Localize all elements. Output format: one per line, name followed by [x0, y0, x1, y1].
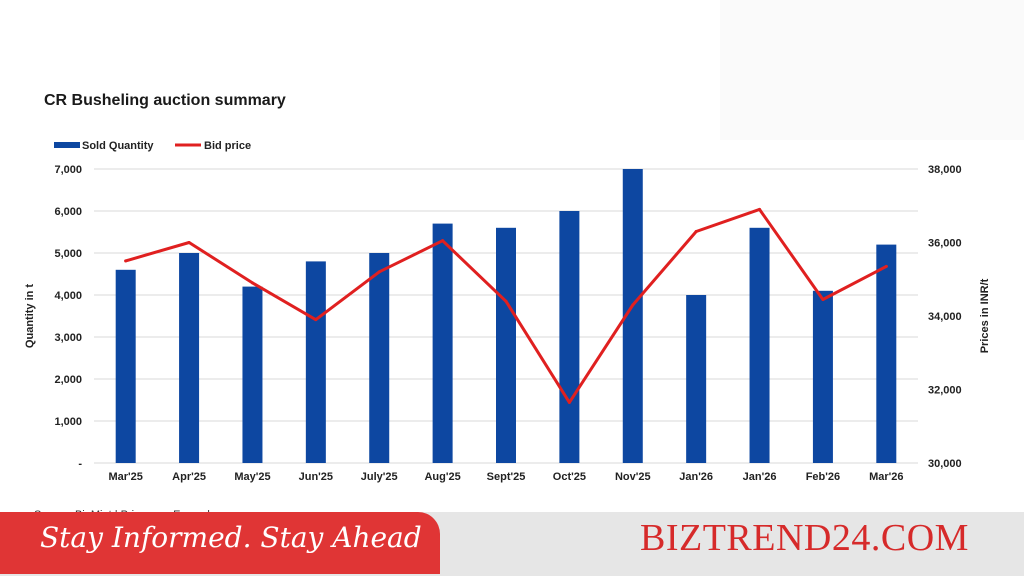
legend-swatch-bar	[54, 142, 80, 148]
y-tick-label: 5,000	[54, 248, 82, 260]
legend-label: Sold Quantity	[82, 140, 154, 152]
brand-logo: BIZTREND24.COM	[640, 517, 969, 559]
source-note: Source: BigMint | Prices are Ex-works	[34, 505, 294, 513]
line-point	[377, 270, 381, 274]
x-tick-label: Nov'25	[615, 471, 651, 483]
bar	[686, 295, 707, 463]
line-point	[631, 303, 635, 307]
line-point	[758, 207, 762, 211]
x-tick-label: Mar'25	[108, 471, 142, 483]
y-axis-label: Quantity in t	[24, 284, 36, 349]
bar	[305, 261, 326, 463]
bar	[432, 223, 453, 463]
line-point	[821, 297, 825, 301]
bar	[559, 211, 580, 463]
y-right-tick-label: 36,000	[928, 238, 962, 250]
x-tick-label: Oct'25	[553, 471, 586, 483]
x-tick-label: Jan'26	[679, 471, 713, 483]
x-tick-label: Feb'26	[806, 471, 840, 483]
line-point	[314, 318, 318, 322]
y-tick-label: 7,000	[54, 164, 82, 176]
legend-label: Bid price	[204, 140, 251, 152]
bar	[179, 253, 200, 463]
x-tick-label: Sept'25	[487, 471, 526, 483]
x-tick-label: Apr'25	[172, 471, 206, 483]
y-tick-label: -	[78, 458, 82, 470]
line-point	[250, 281, 254, 285]
y-right-tick-label: 32,000	[928, 385, 962, 397]
y-right-tick-label: 30,000	[928, 458, 962, 470]
y-right-tick-label: 34,000	[928, 311, 962, 323]
y-tick-label: 6,000	[54, 206, 82, 218]
line-point	[441, 239, 445, 243]
y-tick-label: 3,000	[54, 332, 82, 344]
x-tick-label: Mar'26	[869, 471, 903, 483]
bar	[749, 227, 770, 463]
line-point	[884, 264, 888, 268]
line-point	[124, 259, 128, 263]
bar	[622, 169, 643, 463]
line-point	[187, 241, 191, 244]
bar	[876, 244, 897, 463]
x-tick-label: May'25	[234, 471, 270, 483]
bar	[496, 227, 516, 463]
x-tick-label: Aug'25	[424, 471, 460, 483]
chart-title: CR Busheling auction summary	[44, 92, 286, 109]
slogan-banner	[0, 512, 440, 574]
slogan-text: Stay Informed. Stay Ahead	[40, 521, 422, 554]
background-panel	[720, 0, 1024, 140]
y-right-tick-label: 38,000	[928, 164, 962, 176]
line-point	[504, 299, 508, 303]
x-tick-label: Jun'25	[299, 471, 333, 483]
x-tick-label: July'25	[361, 471, 398, 483]
line-point	[567, 400, 571, 404]
bar	[115, 269, 136, 463]
x-tick-label: Jan'26	[743, 471, 777, 483]
y-right-axis-label: Prices in INR/t	[979, 278, 991, 353]
y-tick-label: 4,000	[54, 290, 82, 302]
y-tick-label: 2,000	[54, 374, 82, 386]
line-point	[694, 229, 698, 233]
bar	[369, 253, 390, 463]
bar	[242, 286, 263, 463]
bar	[812, 290, 833, 463]
y-tick-label: 1,000	[54, 416, 82, 428]
